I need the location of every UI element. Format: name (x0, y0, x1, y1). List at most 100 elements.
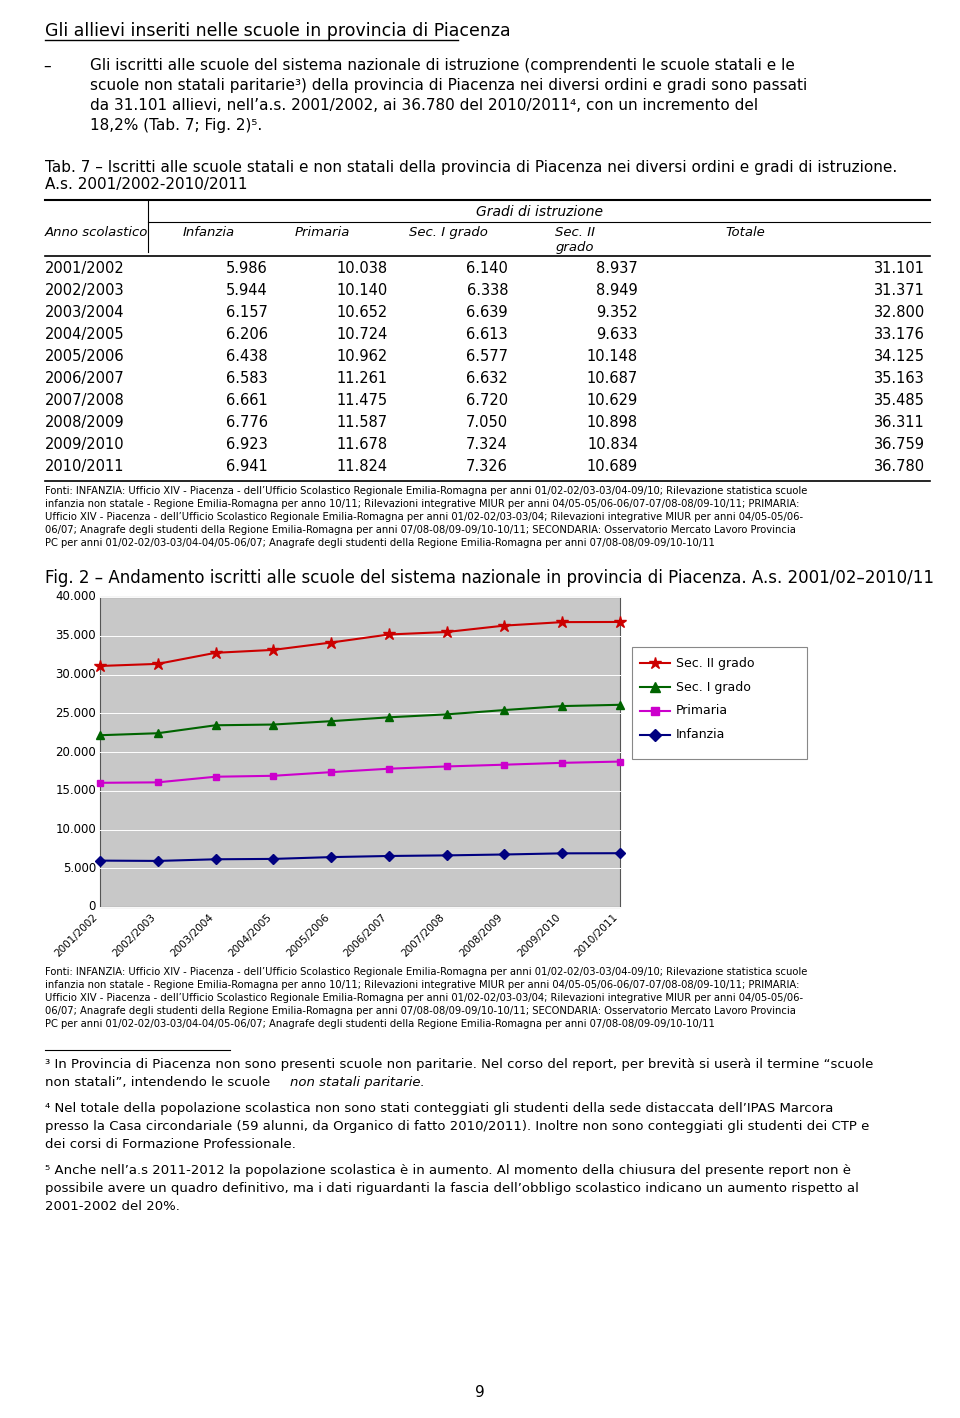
Text: 8.949: 8.949 (596, 284, 638, 298)
Text: dei corsi di Formazione Professionale.: dei corsi di Formazione Professionale. (45, 1139, 296, 1151)
Text: 6.338: 6.338 (467, 284, 508, 298)
Text: infanzia non statale - Regione Emilia-Romagna per anno 10/11; Rilevazioni integr: infanzia non statale - Regione Emilia-Ro… (45, 499, 800, 509)
Text: 35.485: 35.485 (875, 393, 925, 408)
Text: 10.834: 10.834 (587, 437, 638, 452)
Text: Fig. 2 – Andamento iscritti alle scuole del sistema nazionale in provincia di Pi: Fig. 2 – Andamento iscritti alle scuole … (45, 569, 934, 587)
Text: 2002/2003: 2002/2003 (45, 284, 125, 298)
Text: Anno scolastico: Anno scolastico (45, 225, 149, 240)
Text: 30.000: 30.000 (56, 668, 96, 681)
Text: 40.000: 40.000 (56, 590, 96, 604)
Text: 0: 0 (88, 900, 96, 913)
Text: 10.724: 10.724 (337, 328, 388, 342)
Text: 2002/2003: 2002/2003 (111, 912, 157, 959)
Text: 6.923: 6.923 (227, 437, 268, 452)
Text: ⁵ Anche nell’a.s 2011-2012 la popolazione scolastica è in aumento. Al momento de: ⁵ Anche nell’a.s 2011-2012 la popolazion… (45, 1164, 851, 1177)
Text: 18,2% (Tab. 7; Fig. 2)⁵.: 18,2% (Tab. 7; Fig. 2)⁵. (90, 118, 262, 133)
Text: Infanzia: Infanzia (183, 225, 235, 240)
Text: 36.780: 36.780 (874, 459, 925, 474)
Text: 2003/2004: 2003/2004 (45, 305, 125, 320)
Text: 10.898: 10.898 (587, 415, 638, 430)
Text: 10.148: 10.148 (587, 349, 638, 364)
Text: 32.800: 32.800 (874, 305, 925, 320)
Text: 35.163: 35.163 (875, 372, 925, 386)
Text: ⁴ Nel totale della popolazione scolastica non sono stati conteggiati gli student: ⁴ Nel totale della popolazione scolastic… (45, 1102, 833, 1115)
Text: 11.261: 11.261 (337, 372, 388, 386)
Text: 11.475: 11.475 (337, 393, 388, 408)
Text: 15.000: 15.000 (56, 784, 96, 797)
Text: Fonti: INFANZIA: Ufficio XIV - Piacenza - dell’Ufficio Scolastico Regionale Emil: Fonti: INFANZIA: Ufficio XIV - Piacenza … (45, 486, 807, 496)
Text: non statali”, intendendo le scuole: non statali”, intendendo le scuole (45, 1076, 275, 1089)
Text: presso la Casa circondariale (59 alunni, da Organico di fatto 2010/2011). Inoltr: presso la Casa circondariale (59 alunni,… (45, 1120, 870, 1133)
Text: 6.632: 6.632 (467, 372, 508, 386)
Text: 10.140: 10.140 (337, 284, 388, 298)
Text: Ufficio XIV - Piacenza - dell’Ufficio Scolastico Regionale Emilia-Romagna per an: Ufficio XIV - Piacenza - dell’Ufficio Sc… (45, 993, 804, 1003)
Text: 6.639: 6.639 (467, 305, 508, 320)
Text: 10.689: 10.689 (587, 459, 638, 474)
Text: ³ In Provincia di Piacenza non sono presenti scuole non paritarie. Nel corso del: ³ In Provincia di Piacenza non sono pres… (45, 1058, 874, 1071)
Text: A.s. 2001/2002-2010/2011: A.s. 2001/2002-2010/2011 (45, 177, 248, 191)
Text: 10.629: 10.629 (587, 393, 638, 408)
Text: 6.157: 6.157 (227, 305, 268, 320)
Text: 6.661: 6.661 (227, 393, 268, 408)
Text: 6.577: 6.577 (466, 349, 508, 364)
Text: PC per anni 01/02-02/03-03/04-04/05-06/07; Anagrafe degli studenti della Regione: PC per anni 01/02-02/03-03/04-04/05-06/0… (45, 1020, 715, 1029)
Text: 2005/2006: 2005/2006 (284, 912, 331, 959)
Text: da 31.101 allievi, nell’a.s. 2001/2002, ai 36.780 del 2010/2011⁴, con un increme: da 31.101 allievi, nell’a.s. 2001/2002, … (90, 98, 758, 113)
Text: 2009/2010: 2009/2010 (45, 437, 125, 452)
Text: 7.050: 7.050 (466, 415, 508, 430)
Text: Sec. I grado: Sec. I grado (409, 225, 488, 240)
Text: 6.613: 6.613 (467, 328, 508, 342)
Text: 31.371: 31.371 (875, 284, 925, 298)
Text: 11.824: 11.824 (337, 459, 388, 474)
Text: Sec. I grado: Sec. I grado (676, 681, 751, 693)
Text: 2009/2010: 2009/2010 (516, 912, 563, 959)
Text: Sec. II
grado: Sec. II grado (555, 225, 595, 254)
Text: 6.206: 6.206 (226, 328, 268, 342)
Text: non statali paritarie.: non statali paritarie. (290, 1076, 424, 1089)
Text: 2004/2005: 2004/2005 (227, 912, 274, 959)
Text: 6.140: 6.140 (467, 261, 508, 277)
Text: 10.687: 10.687 (587, 372, 638, 386)
Bar (632, 647, 807, 759)
Text: 2006/2007: 2006/2007 (45, 372, 125, 386)
Text: 2010/2011: 2010/2011 (573, 912, 620, 959)
Text: 6.583: 6.583 (227, 372, 268, 386)
Text: 10.652: 10.652 (337, 305, 388, 320)
Text: 11.587: 11.587 (337, 415, 388, 430)
Text: 6.941: 6.941 (227, 459, 268, 474)
Text: 25.000: 25.000 (56, 706, 96, 720)
Text: infanzia non statale - Regione Emilia-Romagna per anno 10/11; Rilevazioni integr: infanzia non statale - Regione Emilia-Ro… (45, 980, 800, 990)
Text: Gli allievi inseriti nelle scuole in provincia di Piacenza: Gli allievi inseriti nelle scuole in pro… (45, 23, 511, 40)
Bar (100, 597, 620, 908)
Text: 10.000: 10.000 (56, 822, 96, 837)
Text: 2001/2002: 2001/2002 (54, 912, 100, 959)
Text: 2001-2002 del 20%.: 2001-2002 del 20%. (45, 1200, 180, 1212)
Text: 10.038: 10.038 (337, 261, 388, 277)
Text: 2004/2005: 2004/2005 (45, 328, 125, 342)
Text: 5.986: 5.986 (227, 261, 268, 277)
Text: 5.944: 5.944 (227, 284, 268, 298)
Text: 34.125: 34.125 (874, 349, 925, 364)
Text: Tab. 7 – Iscritti alle scuole statali e non statali della provincia di Piacenza : Tab. 7 – Iscritti alle scuole statali e … (45, 160, 898, 174)
Text: 36.311: 36.311 (875, 415, 925, 430)
Text: 6.438: 6.438 (227, 349, 268, 364)
Text: Ufficio XIV - Piacenza - dell’Ufficio Scolastico Regionale Emilia-Romagna per an: Ufficio XIV - Piacenza - dell’Ufficio Sc… (45, 512, 804, 522)
Text: 6.776: 6.776 (226, 415, 268, 430)
Text: Infanzia: Infanzia (676, 729, 726, 742)
Text: 2010/2011: 2010/2011 (45, 459, 125, 474)
Text: Totale: Totale (725, 225, 765, 240)
Text: 2007/2008: 2007/2008 (45, 393, 125, 408)
Text: 2008/2009: 2008/2009 (458, 912, 504, 959)
Text: 7.326: 7.326 (467, 459, 508, 474)
Text: Fonti: INFANZIA: Ufficio XIV - Piacenza - dell’Ufficio Scolastico Regionale Emil: Fonti: INFANZIA: Ufficio XIV - Piacenza … (45, 967, 807, 977)
Text: 7.324: 7.324 (467, 437, 508, 452)
Text: 06/07; Anagrafe degli studenti della Regione Emilia-Romagna per anni 07/08-08/09: 06/07; Anagrafe degli studenti della Reg… (45, 525, 796, 535)
Text: 9.633: 9.633 (596, 328, 638, 342)
Text: 2005/2006: 2005/2006 (45, 349, 125, 364)
Text: Primaria: Primaria (295, 225, 349, 240)
Text: PC per anni 01/02-02/03-03/04-04/05-06/07; Anagrafe degli studenti della Regione: PC per anni 01/02-02/03-03/04-04/05-06/0… (45, 537, 715, 547)
Text: Primaria: Primaria (676, 705, 728, 718)
Text: 06/07; Anagrafe degli studenti della Regione Emilia-Romagna per anni 07/08-08/09: 06/07; Anagrafe degli studenti della Reg… (45, 1005, 796, 1017)
Text: 10.962: 10.962 (337, 349, 388, 364)
Text: 35.000: 35.000 (56, 630, 96, 642)
